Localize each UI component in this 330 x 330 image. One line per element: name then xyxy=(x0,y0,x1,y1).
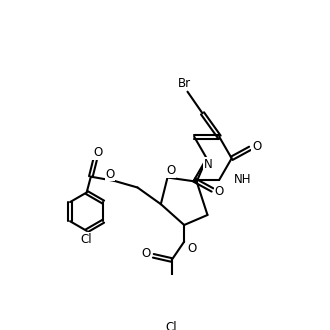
Text: O: O xyxy=(93,146,102,159)
Text: NH: NH xyxy=(234,174,252,186)
Text: O: O xyxy=(188,242,197,255)
Text: O: O xyxy=(166,164,176,177)
Text: O: O xyxy=(214,185,224,198)
Text: Cl: Cl xyxy=(81,233,92,246)
Text: O: O xyxy=(141,247,150,260)
Text: O: O xyxy=(252,140,261,153)
Text: N: N xyxy=(204,158,213,171)
Text: O: O xyxy=(105,168,115,181)
Text: Cl: Cl xyxy=(166,321,178,330)
Text: Br: Br xyxy=(178,77,191,90)
